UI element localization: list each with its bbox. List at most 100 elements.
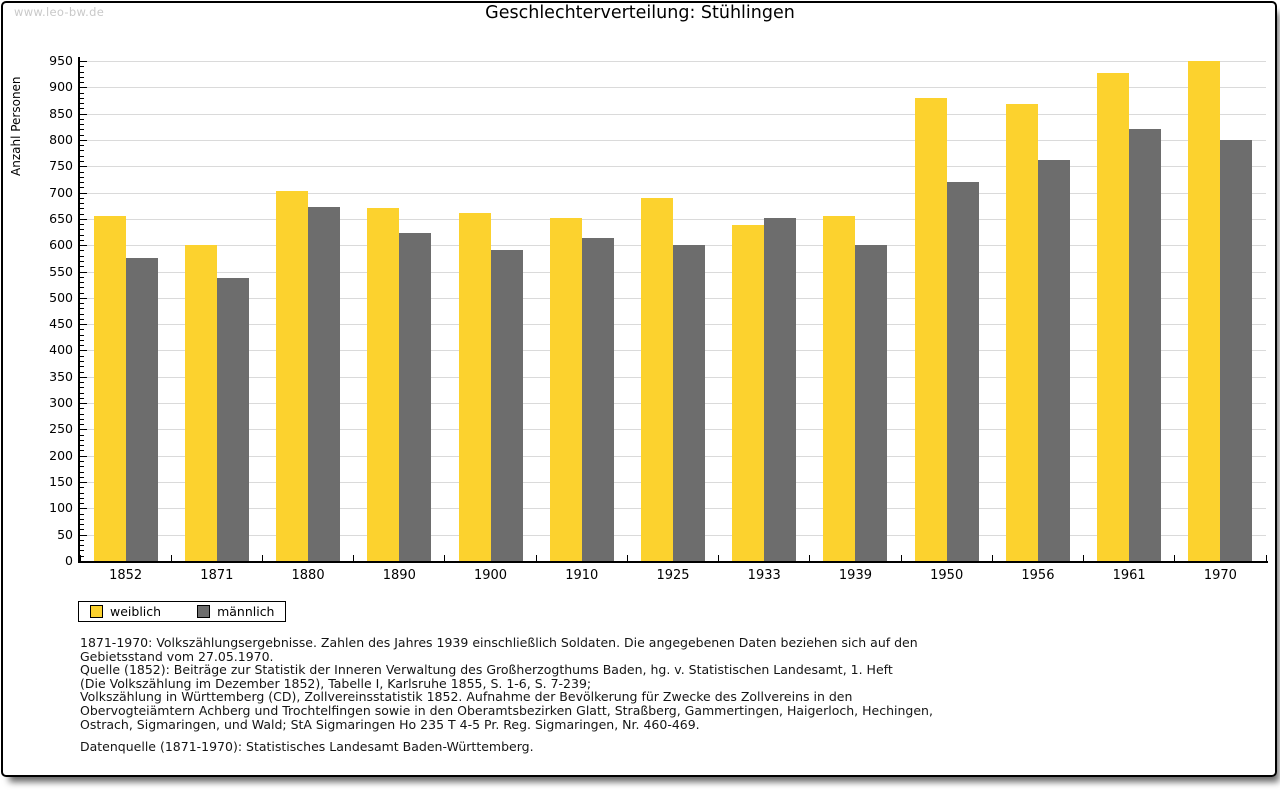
- y-minor-tick-910: [80, 82, 84, 84]
- x-boundary-tick-9: [900, 555, 902, 561]
- y-minor-tick-470: [80, 313, 84, 315]
- bar-weiblich-1956: [1005, 103, 1038, 561]
- y-major-tick-550: [80, 271, 87, 273]
- y-tick-label-0: 0: [65, 553, 73, 568]
- y-minor-tick-510: [80, 292, 84, 294]
- bar-weiblich-1970: [1188, 61, 1221, 561]
- y-axis-title: Anzahl Personen: [9, 76, 23, 176]
- y-minor-tick-830: [80, 124, 84, 126]
- x-category-label-1950: 1950: [930, 568, 964, 583]
- y-major-tick-150: [80, 482, 87, 484]
- y-minor-tick-710: [80, 187, 84, 189]
- x-category-label-1961: 1961: [1112, 568, 1146, 583]
- x-boundary-tick-4: [444, 555, 446, 561]
- y-major-tick-700: [80, 192, 87, 194]
- footnote-line-4: (Die Volkszählung im Dezember 1852), Tab…: [80, 675, 592, 691]
- bar-männlich-1961: [1129, 129, 1162, 561]
- y-minor-tick-790: [80, 145, 84, 147]
- gridline-850: [80, 113, 1266, 115]
- footnotes: 1871-1970: Volkszählungsergebnisse. Zahl…: [80, 636, 933, 754]
- y-tick-label-200: 200: [49, 447, 73, 463]
- bar-weiblich-1925: [641, 197, 673, 561]
- y-tick-label-250: 250: [49, 421, 73, 437]
- y-major-tick-900: [80, 87, 87, 89]
- y-tick-label-950: 950: [49, 53, 73, 68]
- bar-männlich-1890: [399, 233, 432, 561]
- y-minor-tick-670: [80, 208, 84, 210]
- legend-item-maennlich: männlich: [197, 605, 274, 618]
- y-minor-tick-270: [80, 418, 84, 420]
- y-minor-tick-840: [80, 118, 84, 120]
- y-major-tick-200: [80, 455, 87, 457]
- x-boundary-tick-5: [535, 555, 537, 561]
- y-minor-tick-410: [80, 345, 84, 347]
- y-minor-tick-820: [80, 129, 84, 131]
- bar-männlich-1933: [764, 218, 797, 561]
- bar-weiblich-1871: [184, 245, 217, 561]
- y-minor-tick-440: [80, 329, 84, 331]
- y-minor-tick-70: [80, 524, 84, 526]
- y-tick-label-450: 450: [49, 316, 73, 332]
- bar-männlich-1910: [581, 237, 614, 561]
- y-minor-tick-360: [80, 371, 84, 373]
- bar-männlich-1871: [216, 278, 249, 561]
- bar-weiblich-1939: [823, 215, 856, 561]
- x-boundary-tick-6: [626, 555, 628, 561]
- x-boundary-tick-0: [79, 555, 81, 561]
- footnote-line-6: Obervogteiämtern Achberg und Trochtelfin…: [80, 702, 933, 718]
- y-minor-tick-40: [80, 539, 84, 541]
- y-minor-tick-230: [80, 439, 84, 441]
- y-minor-tick-290: [80, 408, 84, 410]
- y-major-tick-650: [80, 218, 87, 220]
- x-boundary-tick-2: [261, 555, 263, 561]
- weiblich-swatch: [90, 605, 103, 618]
- y-tick-label-100: 100: [49, 500, 73, 516]
- x-category-label-1933: 1933: [747, 568, 781, 583]
- y-tick-label-50: 50: [57, 526, 73, 542]
- y-minor-tick-340: [80, 382, 84, 384]
- data-source-line: Datenquelle (1871-1970): Statistisches L…: [80, 739, 534, 755]
- y-tick-label-150: 150: [49, 474, 73, 490]
- x-category-label-1852: 1852: [109, 568, 143, 583]
- y-minor-tick-80: [80, 518, 84, 520]
- y-major-tick-600: [80, 245, 87, 247]
- y-minor-tick-390: [80, 355, 84, 357]
- legend-item-weiblich: weiblich: [90, 605, 161, 618]
- bar-männlich-1880: [308, 207, 341, 561]
- y-minor-tick-420: [80, 339, 84, 341]
- y-major-tick-100: [80, 508, 87, 510]
- y-minor-tick-430: [80, 334, 84, 336]
- footnote-line-2: Gebietsstand vom 27.05.1970.: [80, 648, 274, 664]
- footnote-line-5: Volkszählung in Württemberg (CD), Zollve…: [80, 689, 853, 705]
- footnote-lines: 1871-1970: Volkszählungsergebnisse. Zahl…: [80, 636, 933, 731]
- x-category-label-1970: 1970: [1203, 568, 1237, 583]
- legend: weiblich männlich: [78, 601, 287, 622]
- y-major-tick-50: [80, 534, 87, 536]
- y-minor-tick-930: [80, 71, 84, 73]
- y-minor-tick-610: [80, 239, 84, 241]
- bar-männlich-1956: [1037, 159, 1070, 561]
- y-major-tick-750: [80, 166, 87, 168]
- y-minor-tick-640: [80, 224, 84, 226]
- plot-area: 0 50 100 150 200 250 300 350 400 450 500 550 600 650 7…: [49, 54, 1268, 583]
- x-boundary-tick-13: [1265, 555, 1267, 561]
- y-tick-label-800: 800: [49, 131, 73, 147]
- x-category-label-1956: 1956: [1021, 568, 1055, 583]
- y-major-tick-350: [80, 376, 87, 378]
- gridline-800: [80, 139, 1266, 141]
- bar-weiblich-1900: [458, 213, 491, 561]
- y-minor-tick-740: [80, 171, 84, 173]
- x-category-label-1910: 1910: [565, 568, 599, 583]
- y-minor-tick-560: [80, 266, 84, 268]
- bar-männlich-1900: [490, 250, 523, 561]
- x-boundary-tick-3: [353, 555, 355, 561]
- y-minor-tick-680: [80, 203, 84, 205]
- gridline-750: [80, 166, 1266, 168]
- y-major-tick-450: [80, 324, 87, 326]
- y-minor-tick-490: [80, 303, 84, 305]
- y-minor-tick-330: [80, 387, 84, 389]
- y-minor-tick-920: [80, 76, 84, 78]
- y-major-tick-300: [80, 403, 87, 405]
- y-minor-tick-460: [80, 318, 84, 320]
- y-minor-tick-320: [80, 392, 84, 394]
